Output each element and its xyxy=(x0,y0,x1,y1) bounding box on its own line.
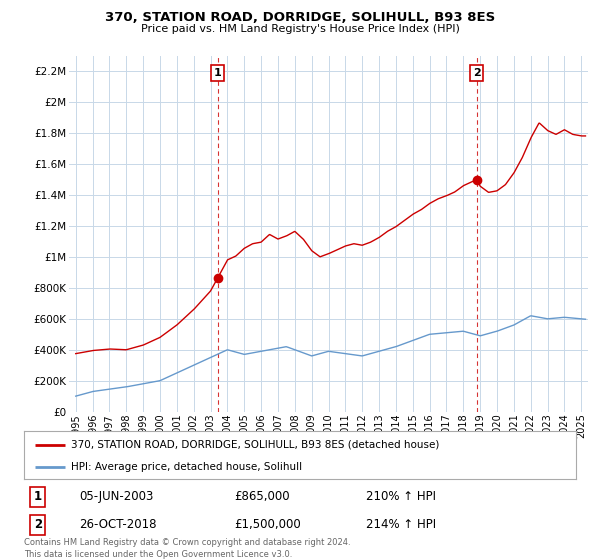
Text: 05-JUN-2003: 05-JUN-2003 xyxy=(79,490,154,503)
Text: 26-OCT-2018: 26-OCT-2018 xyxy=(79,518,157,531)
Text: 2: 2 xyxy=(473,68,481,78)
Text: 214% ↑ HPI: 214% ↑ HPI xyxy=(366,518,436,531)
Text: Contains HM Land Registry data © Crown copyright and database right 2024.
This d: Contains HM Land Registry data © Crown c… xyxy=(24,538,350,559)
Text: 1: 1 xyxy=(34,490,42,503)
Text: Price paid vs. HM Land Registry's House Price Index (HPI): Price paid vs. HM Land Registry's House … xyxy=(140,24,460,34)
Text: 370, STATION ROAD, DORRIDGE, SOLIHULL, B93 8ES (detached house): 370, STATION ROAD, DORRIDGE, SOLIHULL, B… xyxy=(71,440,439,450)
Text: HPI: Average price, detached house, Solihull: HPI: Average price, detached house, Soli… xyxy=(71,462,302,472)
Text: 210% ↑ HPI: 210% ↑ HPI xyxy=(366,490,436,503)
Text: £865,000: £865,000 xyxy=(234,490,289,503)
Text: 2: 2 xyxy=(34,518,42,531)
Text: 370, STATION ROAD, DORRIDGE, SOLIHULL, B93 8ES: 370, STATION ROAD, DORRIDGE, SOLIHULL, B… xyxy=(105,11,495,24)
Text: £1,500,000: £1,500,000 xyxy=(234,518,301,531)
Text: 1: 1 xyxy=(214,68,221,78)
